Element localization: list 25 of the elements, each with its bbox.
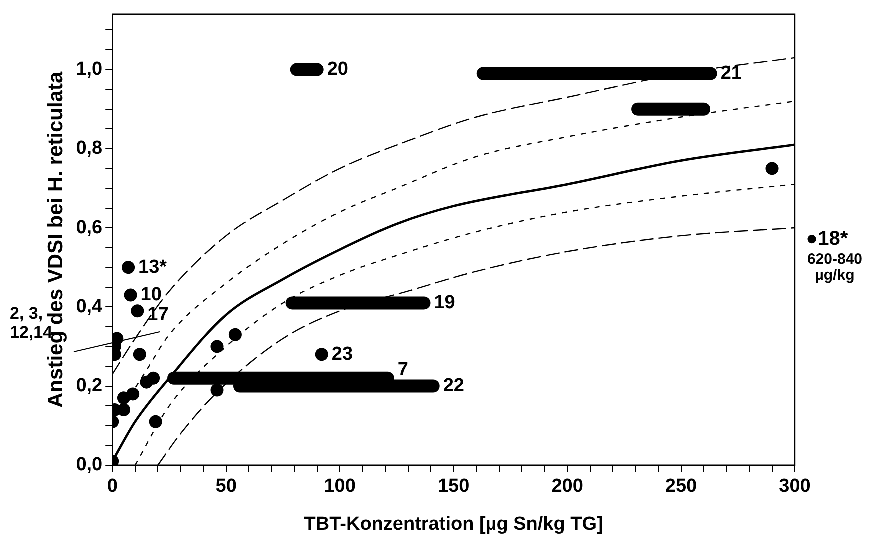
annotation: 22 — [443, 376, 464, 397]
annotation: 10 — [140, 284, 162, 306]
x-tick-label: 150 — [438, 476, 470, 498]
y-tick-label: 0,2 — [76, 376, 103, 397]
x-tick-label: 300 — [779, 476, 811, 498]
y-tick-label: 0,4 — [76, 296, 104, 318]
y-tick-label: 1,0 — [76, 59, 103, 80]
annotation: 13* — [138, 256, 168, 278]
y-tick-label: 0,6 — [76, 217, 103, 238]
annotation: 7 — [398, 360, 408, 381]
text: ●18* — [806, 228, 848, 251]
y-tick-label: 0,8 — [76, 138, 103, 160]
x-tick-label: 250 — [665, 476, 698, 498]
x-tick-label: 50 — [216, 476, 237, 498]
text: 620-840 µg/kg — [806, 251, 864, 284]
y-tick-label: 0,0 — [76, 454, 103, 476]
annotation: 19 — [434, 292, 456, 314]
x-tick-label: 200 — [552, 476, 584, 498]
annotation: 17 — [148, 304, 169, 326]
x-axis-title: TBT-Konzentration [µg Sn/kg TG] — [304, 514, 604, 535]
annotation: 23 — [332, 344, 354, 365]
annotation: 20 — [327, 59, 348, 80]
x-tick-label: 100 — [324, 476, 356, 498]
annotation: 21 — [720, 62, 742, 84]
x-tick-label: 0 — [107, 476, 118, 498]
